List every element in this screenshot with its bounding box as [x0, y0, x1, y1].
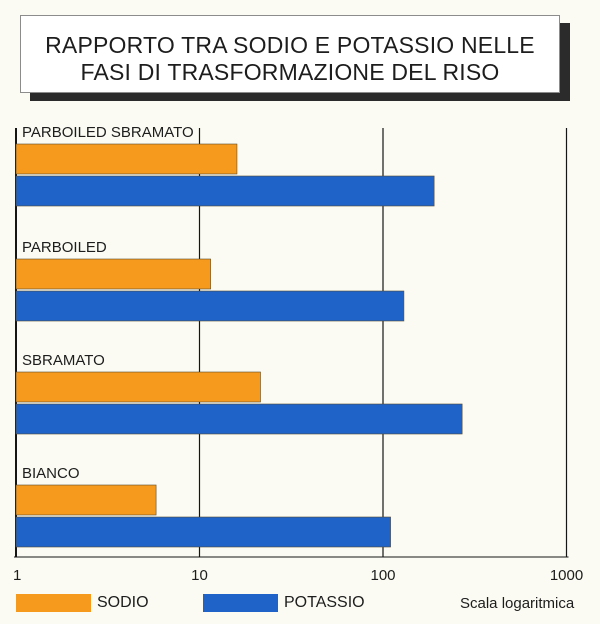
bar-potassio-1 [15, 290, 405, 322]
legend-swatch-sodio [16, 594, 91, 612]
legend: SODIO POTASSIO [0, 594, 600, 612]
bar-sodio-3 [15, 484, 157, 516]
category-label-bg [18, 465, 198, 483]
category-label-bg [18, 352, 198, 370]
chart-title-line-2: FASI DI TRASFORMAZIONE DEL RISO [80, 59, 500, 85]
scale-note: Scala logaritmica [460, 595, 575, 612]
bar-potassio-0 [15, 175, 435, 207]
category-label-bg [18, 124, 198, 142]
category-label: BIANCO [22, 465, 80, 482]
bar-sodio-2 [15, 371, 261, 403]
x-tick-label-100: 100 [370, 567, 395, 584]
category-label: PARBOILED [22, 239, 107, 256]
x-tick-label-1: 1 [13, 567, 21, 584]
category-label: SBRAMATO [22, 352, 105, 369]
category-label: PARBOILED SBRAMATO [22, 124, 194, 141]
x-tick-label-1000: 1000 [550, 567, 583, 584]
category-label-bg [18, 239, 198, 257]
legend-label-potassio: POTASSIO [284, 594, 365, 611]
x-tick-label-10: 10 [191, 567, 208, 584]
bar-sodio-1 [15, 258, 211, 290]
bar-potassio-2 [15, 403, 463, 435]
chart-title-line-1: RAPPORTO TRA SODIO E POTASSIO NELLE [45, 32, 535, 58]
bar-potassio-3 [15, 516, 391, 548]
legend-swatch-potassio [203, 594, 278, 612]
legend-label-sodio: SODIO [97, 594, 149, 611]
chart-title-box: RAPPORTO TRA SODIO E POTASSIO NELLE FASI… [20, 15, 560, 93]
bar-sodio-0 [15, 143, 238, 175]
